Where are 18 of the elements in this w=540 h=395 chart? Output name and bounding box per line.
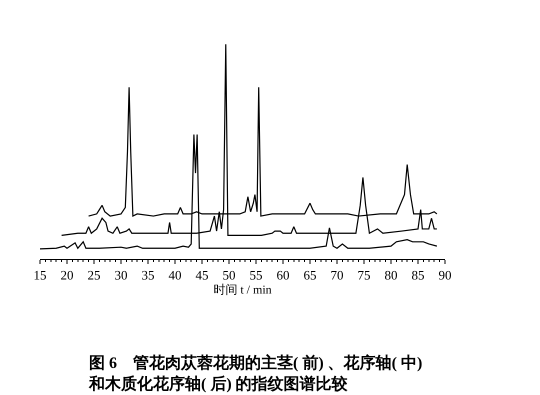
x-tick-label: 30 [114,268,128,283]
x-tick-label: 50 [222,268,236,283]
x-tick-label: 60 [276,268,290,283]
x-tick-label: 40 [168,268,182,283]
x-tick-label: 90 [438,268,452,283]
x-tick-label: 45 [196,268,208,283]
x-tick-label: 25 [88,268,100,283]
x-tick-label: 15 [34,268,46,283]
x-tick-label: 85 [412,268,424,283]
x-axis-title: 时间 t / min [213,282,272,297]
x-tick-label: 55 [250,268,262,283]
x-tick-label: 35 [142,268,154,283]
x-tick-label: 20 [60,268,74,283]
x-tick-label: 75 [358,268,370,283]
caption: 图 6 管花肉苁蓉花期的主茎( 前) 、花序轴( 中) 和木质化花序轴( 后) 的指纹图谱比较 [88,353,422,393]
x-tick-label: 65 [304,268,316,283]
x-tick-label: 70 [330,268,344,283]
x-tick-label: 80 [384,268,398,283]
